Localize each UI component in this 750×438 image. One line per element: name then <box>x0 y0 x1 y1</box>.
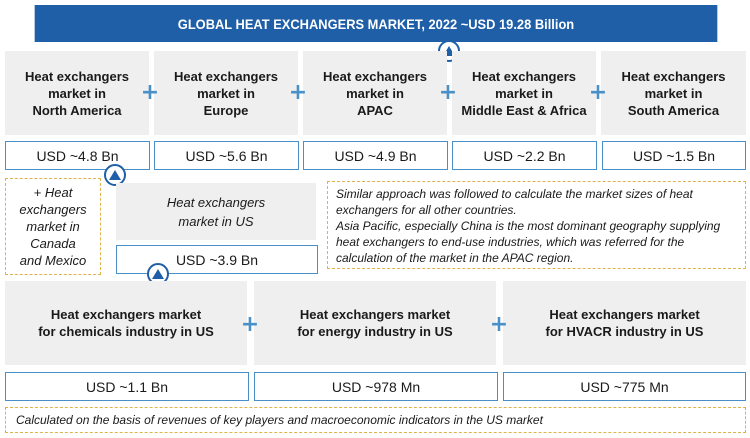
canada-mexico-box: + Heat exchangers market in Canada and M… <box>5 178 101 275</box>
region-value-apac: USD ~4.9 Bn <box>303 141 448 170</box>
region-label-line: Europe <box>203 102 249 118</box>
note-line: heat exchangers to end-use industries, w… <box>336 235 685 249</box>
region-value-south-america: USD ~1.5 Bn <box>602 141 746 170</box>
industry-label-line: for chemicals industry in US <box>38 324 214 339</box>
canada-mexico-line: market in <box>26 219 80 234</box>
canada-mexico-line: and Mexico <box>19 253 87 268</box>
industry-energy: Heat exchangers market for energy indust… <box>254 281 496 365</box>
industry-label-line: Heat exchangers market <box>50 307 202 322</box>
up-triangle-icon <box>147 263 169 285</box>
region-label-line: APAC <box>357 102 393 118</box>
region-label-line: Middle East & Africa <box>461 102 587 118</box>
region-value-text: USD ~5.6 Bn <box>185 147 268 164</box>
us-label-line: market in US <box>178 213 254 229</box>
up-triangle-icon <box>104 164 126 186</box>
region-value-middle-east-africa: USD ~2.2 Bn <box>452 141 597 170</box>
canada-mexico-line: exchangers <box>19 202 87 217</box>
plus-icon: + <box>489 311 509 337</box>
region-south-america: Heat exchangers market in South America <box>601 51 746 135</box>
region-label-line: South America <box>627 102 720 118</box>
market-title: GLOBAL HEAT EXCHANGERS MARKET, 2022 ~USD… <box>34 5 718 42</box>
us-market-box: Heat exchangers market in US <box>116 183 316 240</box>
us-market-value: USD ~3.9 Bn <box>116 245 318 274</box>
region-label-line: market in <box>644 85 703 101</box>
region-label-line: market in <box>346 85 404 101</box>
canada-mexico-line: Canada <box>30 236 76 251</box>
canada-mexico-line: + Heat <box>33 185 73 200</box>
region-apac: Heat exchangers market in APAC <box>303 51 447 135</box>
footer-note-text: Calculated on the basis of revenues of k… <box>16 413 543 427</box>
industry-value-text: USD ~978 Mn <box>331 378 421 395</box>
industry-label-line: Heat exchangers market <box>299 307 451 322</box>
region-label-line: Heat exchangers <box>471 68 577 84</box>
industry-label-line: for energy industry in US <box>297 324 453 339</box>
plus-icon: + <box>288 79 308 105</box>
industry-label-line: for HVACR industry in US <box>545 324 704 339</box>
us-label-line: Heat exchangers <box>166 194 266 210</box>
region-value-text: USD ~4.8 Bn <box>36 147 119 164</box>
region-label-line: Heat exchangers <box>322 68 428 84</box>
plus-icon: + <box>140 79 160 105</box>
footer-note: Calculated on the basis of revenues of k… <box>5 407 746 433</box>
industry-hvacr: Heat exchangers market for HVACR industr… <box>503 281 746 365</box>
region-value-text: USD ~2.2 Bn <box>483 147 566 164</box>
methodology-note: Similar approach was followed to calcula… <box>327 181 746 269</box>
region-north-america: Heat exchangers market in North America <box>5 51 149 135</box>
industry-value-energy: USD ~978 Mn <box>254 372 498 401</box>
industry-label-line: Heat exchangers market <box>549 307 700 322</box>
region-label-line: market in <box>495 85 553 101</box>
note-line: calculation of the market in the APAC re… <box>336 251 574 265</box>
region-value-text: USD ~4.9 Bn <box>334 147 417 164</box>
region-middle-east-africa: Heat exchangers market in Middle East & … <box>452 51 596 135</box>
note-line: Asia Pacific, especially China is the mo… <box>336 219 721 233</box>
region-label-line: North America <box>32 102 122 118</box>
plus-icon: + <box>240 311 260 337</box>
plus-icon: + <box>438 79 458 105</box>
industry-value-text: USD ~1.1 Bn <box>85 378 169 395</box>
plus-icon: + <box>588 79 608 105</box>
industry-value-hvacr: USD ~775 Mn <box>503 372 746 401</box>
region-label-line: market in <box>197 85 255 101</box>
us-value-text: USD ~3.9 Bn <box>175 251 259 268</box>
industry-value-text: USD ~775 Mn <box>580 378 669 395</box>
region-europe: Heat exchangers market in Europe <box>154 51 298 135</box>
market-title-text: GLOBAL HEAT EXCHANGERS MARKET, 2022 ~USD… <box>177 15 575 32</box>
region-label-line: market in <box>48 85 106 101</box>
region-label-line: Heat exchangers <box>24 68 130 84</box>
region-value-text: USD ~1.5 Bn <box>632 147 716 164</box>
industry-value-chemicals: USD ~1.1 Bn <box>5 372 249 401</box>
region-label-line: Heat exchangers <box>173 68 279 84</box>
note-line: exchangers for all other countries. <box>336 203 517 217</box>
industry-chemicals: Heat exchangers market for chemicals ind… <box>5 281 247 365</box>
note-line: Similar approach was followed to calcula… <box>336 187 693 201</box>
region-value-north-america: USD ~4.8 Bn <box>5 141 150 170</box>
region-value-europe: USD ~5.6 Bn <box>154 141 299 170</box>
region-label-line: Heat exchangers <box>621 68 726 84</box>
